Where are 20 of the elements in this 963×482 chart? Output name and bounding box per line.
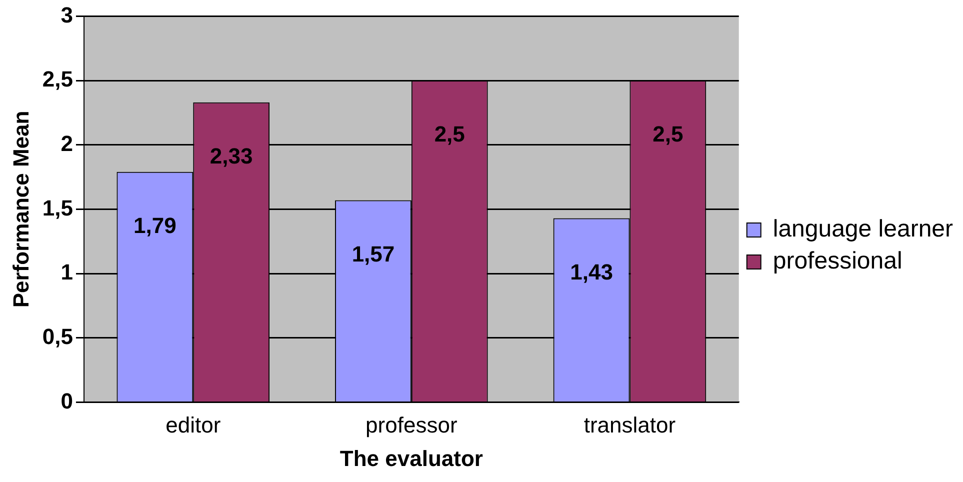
data-label: 1,57 bbox=[352, 241, 395, 266]
x-tick-label: translator bbox=[584, 412, 676, 438]
y-tick-label: 0 bbox=[60, 388, 73, 414]
data-label: 1,79 bbox=[134, 212, 176, 238]
y-axis-title: Performance Mean bbox=[8, 110, 34, 308]
y-tick-label: 3 bbox=[60, 2, 73, 28]
x-tick-label: editor bbox=[166, 412, 221, 438]
legend-label: language learner bbox=[772, 216, 954, 243]
data-label: 2,5 bbox=[434, 122, 465, 147]
y-tick-label: 0,5 bbox=[42, 324, 73, 349]
y-tick-label: 2 bbox=[60, 130, 73, 156]
x-tick-label: professor bbox=[366, 412, 458, 438]
y-tick-label: 1,5 bbox=[42, 195, 73, 220]
x-axis-title: The evaluator bbox=[340, 446, 484, 471]
y-tick-label: 2,5 bbox=[42, 66, 73, 92]
data-label: 2,33 bbox=[210, 143, 253, 168]
data-label: 2,5 bbox=[652, 122, 684, 147]
legend-label: professional bbox=[772, 248, 902, 275]
y-tick-label: 1 bbox=[60, 260, 73, 285]
data-label: 1,43 bbox=[570, 259, 613, 284]
